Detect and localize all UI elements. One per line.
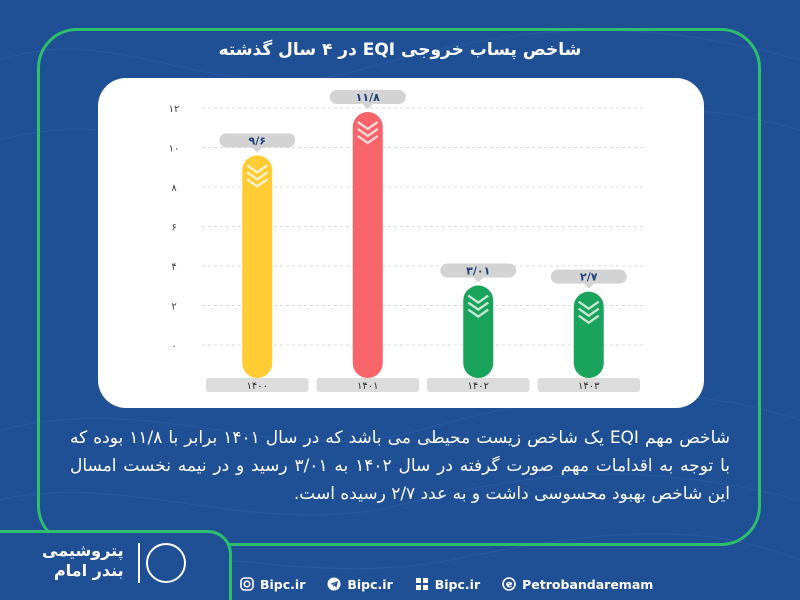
- value-pill-pointer: [583, 283, 594, 289]
- bar: [463, 285, 494, 378]
- footer-links: Bipc.ir Bipc.ir Bipc.ir Petrobandaremam: [240, 572, 653, 596]
- bar: [573, 291, 604, 378]
- x-tick-pill: [316, 378, 419, 392]
- value-pill: [219, 133, 296, 148]
- y-tick-label: ۱۰: [169, 144, 180, 155]
- footer-telegram[interactable]: Bipc.ir: [327, 576, 393, 592]
- description-text: شاخص مهم EQI یک شاخص زیست محیطی می باشد …: [70, 428, 731, 504]
- value-pill-pointer: [473, 277, 484, 283]
- x-tick-label: ۱۴۰۰: [247, 381, 268, 392]
- x-tick-label: ۱۴۰۱: [357, 381, 378, 392]
- page-title: شاخص پساب خروجی EQI در ۴ سال گذشته: [218, 40, 582, 60]
- value-pill-pointer: [362, 103, 373, 109]
- y-tick-label: ۸: [171, 183, 177, 194]
- logo-line-2: بندر امام: [53, 561, 124, 580]
- logo-block: پتروشیمی بندر امام: [0, 530, 232, 600]
- data-label: ۱۱/۸: [356, 91, 380, 104]
- data-label: ۲/۷: [580, 271, 598, 284]
- x-tick-pill: [537, 378, 640, 392]
- bar-chevron: [246, 171, 268, 181]
- chart-card: ۰ ۲ ۴ ۶ ۸ ۱۰ ۱۲ ۱۴۰۰ ۹/۶ ۱۴۰۱ ۱۱/۸ ۱۴۰۲ ۳/۰۱ ۱۴۰۳ ۲/۷: [98, 78, 704, 408]
- bar-chevron: [357, 120, 379, 131]
- bar-chevron: [246, 178, 268, 188]
- footer-eitaa-label: Petrobandaremam: [522, 576, 654, 592]
- data-label: ۳/۰۱: [466, 265, 490, 278]
- y-tick-label: ۶: [171, 223, 176, 234]
- instagram-icon: [240, 577, 254, 591]
- bar-chevron: [578, 307, 600, 318]
- logo-separator: [138, 543, 140, 583]
- footer-instagram-label: Bipc.ir: [260, 576, 306, 592]
- x-tick-label: ۱۴۰۲: [468, 381, 489, 392]
- logo-wordmark: پتروشیمی بندر امام: [42, 541, 124, 581]
- value-pill-pointer: [252, 147, 263, 153]
- x-tick-pill: [206, 378, 309, 392]
- y-tick-label: ۱۲: [169, 104, 180, 115]
- y-tick-label: ۴: [171, 262, 176, 273]
- value-pill: [550, 269, 627, 284]
- footer-website-label: Bipc.ir: [434, 576, 481, 592]
- footer-website[interactable]: Bipc.ir: [415, 577, 480, 592]
- bar-chart: ۰ ۲ ۴ ۶ ۸ ۱۰ ۱۲ ۱۴۰۰ ۹/۶ ۱۴۰۱ ۱۱/۸ ۱۴۰۲ ۳/۰۱ ۱۴۰۳ ۲/۷: [169, 89, 644, 392]
- data-label: ۹/۶: [249, 134, 266, 147]
- bar-chevron: [357, 134, 379, 145]
- content-frame: [37, 28, 761, 546]
- logo-line-1: پتروشیمی: [42, 541, 124, 560]
- telegram-icon: [327, 577, 341, 591]
- company-emblem-icon: [146, 543, 186, 583]
- x-tick-label: ۱۴۰۳: [578, 381, 600, 392]
- bar-chevron: [357, 127, 379, 138]
- bar-chevron: [578, 314, 600, 325]
- x-tick-pill: [427, 378, 530, 392]
- bar-chevron: [246, 164, 268, 174]
- bar-chevron: [578, 300, 600, 311]
- bar: [352, 111, 383, 378]
- value-pill: [329, 89, 406, 104]
- bar-chevron: [467, 294, 489, 305]
- website-icon: [415, 578, 428, 590]
- footer-eitaa[interactable]: Petrobandaremam: [502, 577, 653, 592]
- y-tick-label: ۲: [171, 302, 176, 313]
- footer-instagram[interactable]: Bipc.ir: [240, 577, 305, 592]
- eitaa-icon: [502, 577, 516, 591]
- footer-telegram-label: Bipc.ir: [347, 576, 393, 592]
- y-tick-label: ۰: [171, 341, 176, 352]
- bar-chevron: [467, 301, 489, 312]
- bar: [242, 155, 273, 378]
- bar-chevron: [467, 308, 489, 319]
- value-pill: [440, 263, 517, 278]
